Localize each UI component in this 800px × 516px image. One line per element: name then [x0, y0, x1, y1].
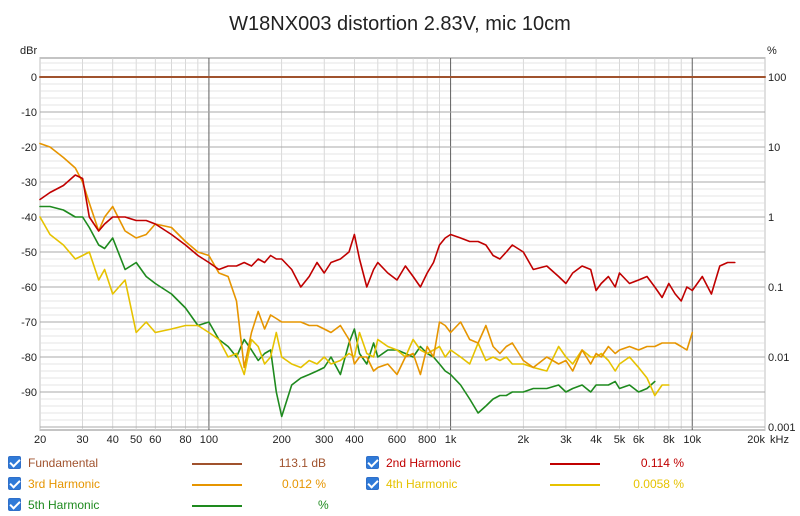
y-tick-label-left: -60: [21, 282, 37, 294]
y-tick-label-left: 0: [31, 72, 37, 84]
y-tick-label-right: 0.001: [768, 422, 796, 434]
series-line-2nd-harmonic: [39, 174, 736, 302]
plot-area: [39, 57, 766, 431]
y-tick-label-left: -10: [21, 107, 37, 119]
y-tick-label-left: -20: [21, 142, 37, 154]
x-tick-label: 50: [130, 434, 142, 446]
y-axis-right-unit: %: [767, 45, 777, 57]
x-tick-label: 60: [149, 434, 161, 446]
minor-grid: [39, 58, 766, 430]
legend-line-fundamental: [192, 463, 242, 465]
series-layer: [39, 76, 766, 418]
y-tick-label-right: 1: [768, 212, 774, 224]
series-line-3rd-harmonic: [39, 142, 694, 376]
distortion-chart: W18NX003 distortion 2.83V, mic 10cm dBr …: [20, 13, 796, 446]
x-tick-label: 3k: [560, 434, 572, 446]
x-tick-label: 80: [179, 434, 191, 446]
legend-line-5th-harmonic: [192, 505, 242, 507]
x-tick-label: 300: [315, 434, 333, 446]
axis-labels: 20 30 40 50 60 80 100 200 300 400 600 800 1k 2k 3k 4k 5k…: [21, 72, 795, 446]
x-tick-label: 800: [418, 434, 436, 446]
x-tick-label: 10k: [683, 434, 701, 446]
y-tick-label-right: 0.01: [768, 352, 789, 364]
legend-line-4th-harmonic: [550, 484, 600, 486]
chart-title: W18NX003 distortion 2.83V, mic 10cm: [229, 13, 571, 35]
legend-item-4th-harmonic[interactable]: 4th Harmonic 0.0058 %: [366, 475, 696, 495]
legend-value-2nd-harmonic: 0.114 %: [640, 456, 684, 470]
y-axis-left-unit: dBr: [20, 45, 37, 57]
x-tick-label: 5k: [614, 434, 626, 446]
x-axis-unit: kHz: [770, 434, 789, 446]
y-tick-label-left: -80: [21, 352, 37, 364]
x-tick-label: 4k: [590, 434, 602, 446]
x-tick-label: 8k: [663, 434, 675, 446]
y-tick-label-right: 100: [768, 72, 786, 84]
x-tick-label: 400: [345, 434, 363, 446]
legend-label-3rd-harmonic: 3rd Harmonic: [28, 477, 101, 491]
y-tick-label-left: -40: [21, 212, 37, 224]
legend-value-3rd-harmonic: 0.012 %: [281, 477, 326, 491]
legend: Fundamental 113.1 dB 2nd Harmonic 0.114 …: [0, 452, 800, 515]
legend-item-3rd-harmonic[interactable]: 3rd Harmonic 0.012 %: [8, 475, 348, 495]
checkbox-2nd-harmonic[interactable]: [366, 456, 379, 469]
x-tick-label: 40: [107, 434, 119, 446]
legend-value-4th-harmonic: 0.0058 %: [633, 477, 684, 491]
x-tick-label: 30: [76, 434, 88, 446]
x-tick-label: 20: [34, 434, 46, 446]
x-tick-label: 1k: [445, 434, 457, 446]
legend-line-3rd-harmonic: [192, 484, 242, 486]
checkbox-3rd-harmonic[interactable]: [8, 477, 21, 490]
legend-line-2nd-harmonic: [550, 463, 600, 465]
legend-value-fundamental: 113.1 dB: [278, 456, 326, 470]
series-line-4th-harmonic: [39, 216, 670, 397]
legend-item-fundamental[interactable]: Fundamental 113.1 dB: [8, 454, 348, 474]
legend-label-5th-harmonic: 5th Harmonic: [28, 498, 100, 512]
legend-item-2nd-harmonic[interactable]: 2nd Harmonic 0.114 %: [366, 454, 696, 474]
x-tick-label: 20k: [747, 434, 765, 446]
x-tick-label: 100: [200, 434, 218, 446]
legend-item-5th-harmonic[interactable]: 5th Harmonic %: [8, 496, 348, 516]
legend-label-4th-harmonic: 4th Harmonic: [386, 477, 458, 491]
series-line-5th-harmonic: [39, 205, 656, 418]
y-tick-label-right: 10: [768, 142, 780, 154]
y-tick-label-left: -70: [21, 317, 37, 329]
legend-unit-5th-harmonic: %: [318, 498, 329, 512]
checkbox-4th-harmonic[interactable]: [366, 477, 379, 490]
legend-label-2nd-harmonic: 2nd Harmonic: [386, 456, 461, 470]
y-tick-label-left: -30: [21, 177, 37, 189]
x-tick-label: 600: [388, 434, 406, 446]
x-tick-label: 2k: [518, 434, 530, 446]
checkbox-fundamental[interactable]: [8, 456, 21, 469]
x-tick-label: 6k: [633, 434, 645, 446]
y-tick-label-left: -50: [21, 247, 37, 259]
y-tick-label-left: -90: [21, 387, 37, 399]
legend-label-fundamental: Fundamental: [28, 456, 99, 470]
y-tick-label-right: 0.1: [768, 282, 783, 294]
checkbox-5th-harmonic[interactable]: [8, 498, 21, 511]
x-tick-label: 200: [272, 434, 290, 446]
